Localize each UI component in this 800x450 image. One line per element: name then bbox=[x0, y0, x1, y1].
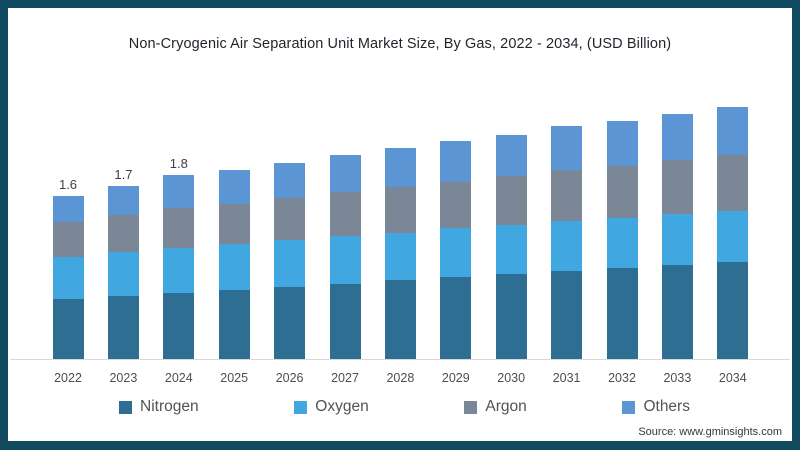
legend-item-argon: Argon bbox=[464, 398, 527, 416]
bar-segment-others bbox=[606, 121, 638, 167]
legend-label: Nitrogen bbox=[140, 398, 199, 415]
bar-segment-oxygen bbox=[218, 243, 250, 290]
bar-segment-oxygen bbox=[606, 218, 638, 269]
bar-segment-oxygen bbox=[52, 257, 84, 299]
x-tick-label: 2024 bbox=[164, 371, 193, 385]
bar-segment-oxygen bbox=[661, 214, 693, 266]
bar-segment-nitrogen bbox=[440, 277, 472, 359]
bar-segment-oxygen bbox=[440, 228, 472, 278]
x-tick-label: 2029 bbox=[441, 371, 470, 385]
bar-value-label: 1.7 bbox=[114, 166, 133, 182]
bar-segment-others bbox=[107, 185, 139, 216]
x-tick-label: 2032 bbox=[608, 371, 636, 385]
legend-item-nitrogen: Nitrogen bbox=[119, 398, 199, 416]
x-tick-label: 2027 bbox=[331, 371, 359, 385]
x-tick-label: 2034 bbox=[718, 371, 747, 385]
bar-segment-oxygen bbox=[551, 221, 583, 272]
x-tick-label: 2026 bbox=[275, 371, 304, 385]
bar-2024 bbox=[163, 175, 195, 359]
x-tick-label: 2031 bbox=[552, 371, 581, 385]
legend-marker-icon bbox=[464, 400, 478, 414]
bar-segment-argon bbox=[52, 222, 84, 258]
chart-title: Non-Cryogenic Air Separation Unit Market… bbox=[128, 36, 672, 52]
bar-segment-oxygen bbox=[107, 251, 139, 296]
bar-segment-others bbox=[274, 163, 306, 198]
bar-segment-nitrogen bbox=[606, 268, 638, 359]
bar-segment-nitrogen bbox=[107, 295, 139, 359]
bar-segment-argon bbox=[218, 203, 250, 244]
bar-segment-argon bbox=[107, 215, 139, 252]
legend-marker-icon bbox=[294, 400, 308, 414]
bar-2023 bbox=[107, 185, 139, 359]
bar-segment-argon bbox=[274, 197, 306, 240]
bar-segment-oxygen bbox=[717, 211, 749, 263]
bar-segment-nitrogen bbox=[329, 283, 361, 359]
source-attribution: Source: www.gminsights.com bbox=[638, 426, 782, 438]
bar-segment-nitrogen bbox=[384, 280, 416, 359]
x-tick-label: 2023 bbox=[109, 371, 138, 385]
bar-segment-others bbox=[440, 140, 472, 182]
bar-segment-oxygen bbox=[163, 247, 195, 293]
bar-segment-argon bbox=[717, 155, 749, 212]
x-tick-label: 2028 bbox=[386, 371, 415, 385]
bar-segment-argon bbox=[440, 181, 472, 229]
bar-value-label: 1.6 bbox=[58, 176, 78, 192]
legend-marker-icon bbox=[119, 400, 132, 414]
bar-segment-others bbox=[218, 170, 250, 204]
bar-segment-argon bbox=[551, 170, 583, 222]
bar-value-label: 1.8 bbox=[169, 156, 188, 172]
bar-2029 bbox=[440, 140, 472, 359]
bar-segment-nitrogen bbox=[495, 274, 527, 359]
bar-2027 bbox=[329, 155, 361, 359]
legend-marker-icon bbox=[622, 400, 636, 414]
bar-2034 bbox=[717, 107, 749, 359]
bar-2030 bbox=[495, 134, 527, 359]
x-tick-label: 2025 bbox=[220, 371, 249, 385]
bar-segment-others bbox=[384, 147, 416, 187]
bar-2025 bbox=[218, 170, 250, 359]
bar-2031 bbox=[551, 126, 583, 359]
bar-segment-nitrogen bbox=[717, 262, 749, 359]
bar-segment-nitrogen bbox=[52, 298, 84, 359]
bar-2022 bbox=[52, 195, 84, 359]
x-tick-label: 2030 bbox=[497, 371, 526, 385]
bar-segment-others bbox=[551, 126, 583, 171]
bar-segment-nitrogen bbox=[163, 292, 195, 359]
bar-segment-argon bbox=[606, 166, 638, 219]
bar-2032 bbox=[606, 121, 638, 359]
bar-segment-argon bbox=[329, 191, 361, 236]
bar-segment-nitrogen bbox=[218, 289, 250, 359]
legend-label: Oxygen bbox=[315, 398, 369, 415]
bar-segment-others bbox=[661, 114, 693, 161]
bar-segment-oxygen bbox=[329, 235, 361, 284]
bar-segment-argon bbox=[163, 208, 195, 248]
bar-2028 bbox=[384, 147, 416, 359]
bar-segment-oxygen bbox=[274, 239, 306, 287]
bar-segment-nitrogen bbox=[551, 271, 583, 359]
bar-segment-argon bbox=[661, 160, 693, 215]
bar-segment-oxygen bbox=[495, 225, 527, 275]
x-tick-label: 2022 bbox=[54, 371, 82, 385]
bar-segment-argon bbox=[495, 176, 527, 226]
legend-label: Others bbox=[643, 398, 690, 415]
legend-item-oxygen: Oxygen bbox=[294, 398, 369, 416]
legend-item-others: Others bbox=[622, 398, 690, 416]
bar-segment-nitrogen bbox=[661, 265, 693, 359]
legend-label: Argon bbox=[485, 398, 527, 415]
bar-segment-others bbox=[329, 155, 361, 192]
bar-segment-oxygen bbox=[384, 232, 416, 281]
legend: Nitrogen Oxygen Argon Others bbox=[119, 398, 690, 416]
bar-segment-nitrogen bbox=[274, 286, 306, 359]
x-tick-label: 2033 bbox=[663, 371, 692, 385]
bar-2026 bbox=[274, 163, 306, 359]
bar-segment-others bbox=[163, 175, 195, 209]
bar-segment-others bbox=[52, 195, 84, 223]
plot-area: 1.6 1.7 1.8 bbox=[10, 8, 790, 360]
bar-2033 bbox=[661, 114, 693, 359]
bar-segment-argon bbox=[384, 186, 416, 233]
bar-segment-others bbox=[717, 107, 749, 156]
bar-segment-others bbox=[495, 134, 527, 177]
